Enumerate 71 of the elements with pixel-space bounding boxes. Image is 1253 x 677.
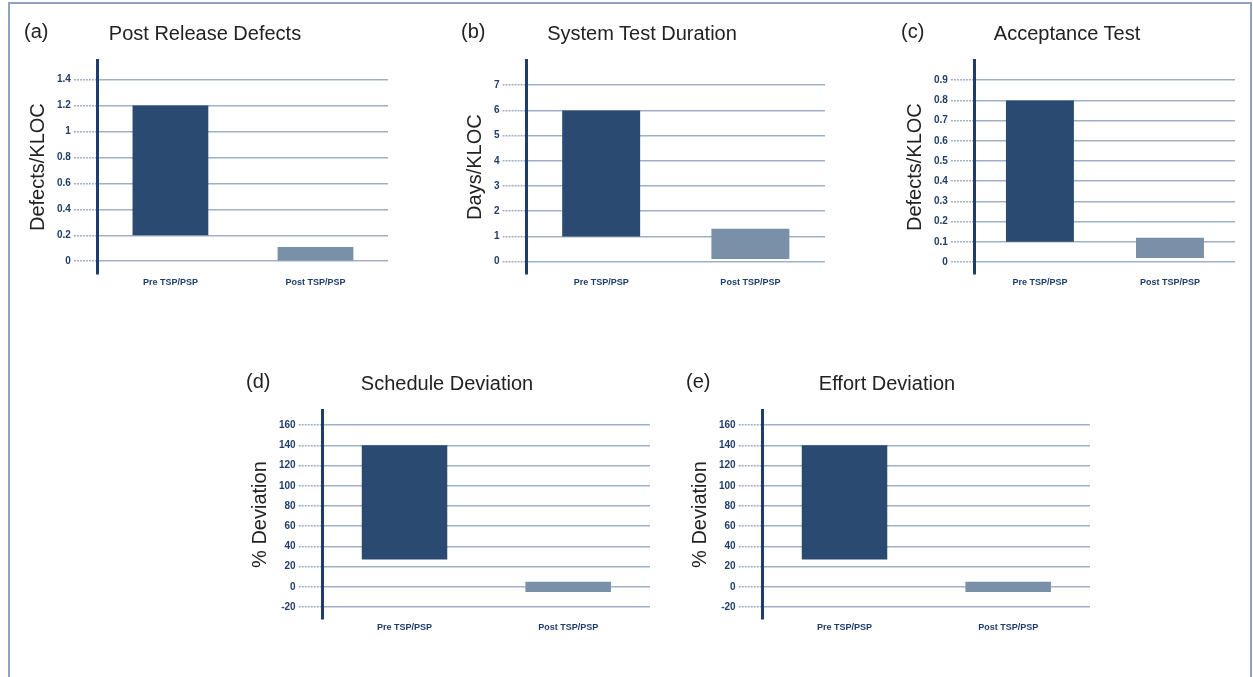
x-tick-label: Pre TSP/PSP	[1012, 277, 1068, 288]
x-tick-label: Post TSP/PSP	[285, 277, 346, 288]
y-tick-label: 0.8	[934, 94, 949, 106]
y-tick-label: 6	[494, 104, 500, 116]
y-tick-label: 60	[284, 519, 297, 531]
y-tick-label: 80	[724, 499, 737, 511]
y-tick-label: 20	[284, 560, 297, 572]
y-tick-label: 0.2	[934, 215, 949, 227]
y-tick-label: 1	[494, 230, 500, 242]
y-axis-title: % Deviation	[247, 461, 270, 568]
y-axis-title: Days/KLOC	[462, 114, 485, 220]
y-axis-title: % Deviation	[687, 461, 710, 568]
y-tick-label: 80	[284, 499, 297, 511]
x-tick-label: Pre TSP/PSP	[377, 622, 433, 633]
y-tick-label: 100	[719, 479, 737, 491]
x-tick-label: Post TSP/PSP	[978, 622, 1039, 633]
y-tick-label: 1	[65, 125, 72, 137]
y-tick-label: 0	[65, 254, 72, 266]
y-tick-label: 0.5	[934, 154, 949, 166]
text: (a)	[24, 20, 49, 43]
x-tick-label: Pre TSP/PSP	[573, 277, 629, 288]
x-tick-label: Pre TSP/PSP	[817, 622, 873, 633]
y-tick-label: -20	[281, 600, 297, 612]
y-axis-title: Defects/KLOC	[25, 103, 48, 232]
y-tick-label: 140	[719, 439, 737, 451]
x-tick-label: Post TSP/PSP	[1139, 277, 1200, 288]
x-tick-label: Post TSP/PSP	[538, 622, 599, 633]
chart-title: System Test Duration	[547, 21, 737, 44]
chart-title: Acceptance Test	[993, 21, 1141, 44]
y-tick-label: 5	[494, 129, 500, 141]
y-tick-label: 60	[724, 519, 737, 531]
y-tick-label: 160	[279, 418, 297, 430]
y-tick-label: -20	[721, 600, 737, 612]
y-tick-label: 1.4	[57, 73, 72, 85]
chart-title: Schedule Deviation	[360, 371, 534, 394]
y-tick-label: 0.6	[57, 177, 72, 189]
y-tick-label: 0.2	[57, 229, 72, 240]
chart-title: Effort Deviation	[818, 371, 956, 394]
y-tick-label: 0.4	[934, 175, 949, 186]
y-tick-label: 7	[494, 78, 500, 90]
text: (e)	[686, 370, 711, 393]
y-tick-label: 160	[719, 418, 737, 430]
chart-title: Post Release Defects	[108, 21, 302, 44]
y-tick-label: 0	[494, 255, 500, 267]
y-tick-label: 1.2	[57, 99, 72, 111]
y-tick-label: 120	[719, 459, 737, 471]
y-tick-label: 4	[494, 154, 500, 166]
text: (c)	[901, 20, 925, 43]
y-tick-label: 0.8	[57, 151, 72, 163]
y-tick-label: 40	[724, 540, 737, 552]
y-tick-label: 40	[284, 540, 297, 552]
y-tick-label: 120	[279, 459, 297, 471]
y-axis-title: Defects/KLOC	[902, 103, 925, 232]
text: (d)	[246, 370, 271, 393]
y-tick-label: 0	[730, 580, 737, 592]
y-tick-label: 140	[279, 439, 297, 451]
y-tick-label: 0.4	[57, 203, 72, 215]
y-tick-label: 0	[942, 255, 949, 267]
y-tick-label: 0.7	[934, 114, 949, 126]
y-tick-label: 20	[724, 560, 737, 572]
y-tick-label: 0.6	[934, 134, 949, 146]
x-tick-label: Pre TSP/PSP	[142, 277, 198, 288]
y-tick-label: 0.1	[934, 235, 949, 247]
y-tick-label: 2	[494, 204, 500, 216]
x-tick-label: Post TSP/PSP	[720, 277, 781, 288]
y-tick-label: 100	[279, 479, 297, 491]
y-tick-label: 0.3	[934, 195, 949, 207]
text: (b)	[461, 20, 486, 43]
y-tick-label: 0	[290, 580, 297, 592]
y-tick-label: 3	[494, 179, 500, 191]
y-tick-label: 0.9	[934, 73, 949, 85]
